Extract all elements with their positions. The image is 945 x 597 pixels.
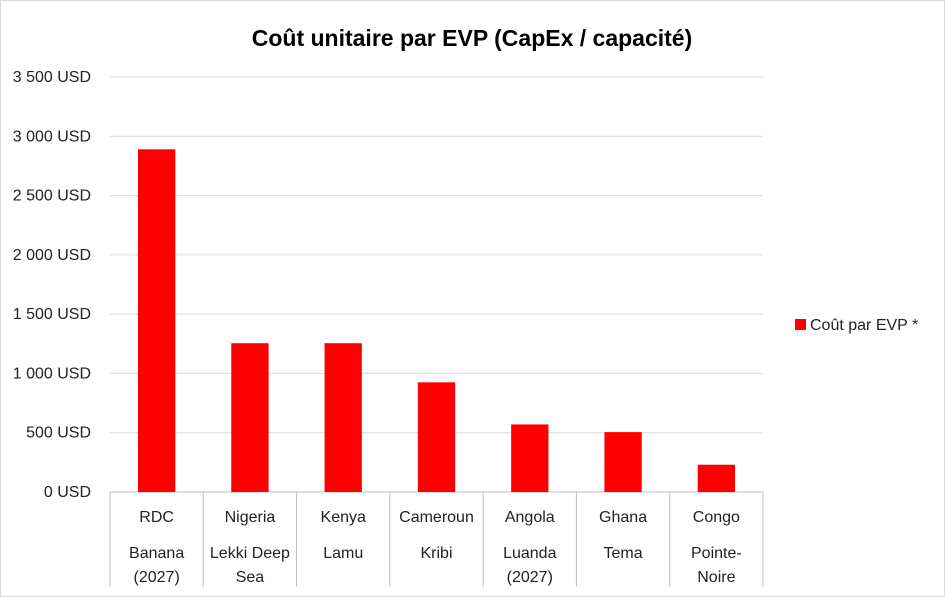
category-label: Banana — [129, 545, 184, 562]
y-tick-label: 2 500 USD — [13, 188, 91, 205]
category-label: RDC — [139, 509, 174, 526]
category-labels: RDC Banana (2027) Nigeria Lekki Deep Sea Kenya… — [109, 492, 764, 587]
category-label: Tema — [604, 545, 643, 562]
bar — [324, 343, 362, 492]
legend-label: Coût par EVP * — [810, 317, 918, 334]
category-label: Noire — [697, 569, 735, 586]
y-tick-label: 0 USD — [44, 484, 91, 501]
bar — [697, 464, 736, 492]
bar — [231, 343, 269, 492]
y-axis-ticks: 0 USD 500 USD 1 000 USD 1 500 USD 2 000 USD 2… — [13, 69, 91, 501]
category-label: Kenya — [321, 509, 366, 526]
category-label: Pointe- — [691, 545, 742, 562]
category-label: (2027) — [507, 569, 553, 586]
category-label: Angola — [505, 509, 555, 526]
category-label: Nigeria — [225, 509, 276, 526]
legend-swatch — [795, 319, 806, 330]
bar — [417, 382, 456, 492]
category-label: Congo — [693, 509, 740, 526]
category-label: Lamu — [323, 545, 363, 562]
y-tick-label: 3 500 USD — [13, 69, 91, 86]
category-label: Luanda — [503, 545, 556, 562]
y-tick-label: 1 000 USD — [13, 365, 91, 382]
category-label: Ghana — [599, 509, 647, 526]
y-tick-label: 1 500 USD — [13, 306, 91, 323]
legend: Coût par EVP * — [795, 317, 918, 334]
category-label: (2027) — [134, 569, 180, 586]
bar — [604, 432, 642, 492]
bar — [137, 149, 176, 493]
category-label: Cameroun — [399, 509, 474, 526]
bar — [511, 424, 549, 492]
category-label: Sea — [236, 569, 265, 586]
category-label: Kribi — [420, 545, 452, 562]
bars — [137, 149, 736, 493]
y-tick-label: 3 000 USD — [13, 128, 91, 145]
chart-title: Coût unitaire par EVP (CapEx / capacité) — [252, 25, 693, 51]
category-label: Lekki Deep — [210, 545, 290, 562]
y-tick-label: 2 000 USD — [13, 247, 91, 264]
y-tick-label: 500 USD — [26, 425, 91, 442]
gridlines — [110, 76, 763, 493]
